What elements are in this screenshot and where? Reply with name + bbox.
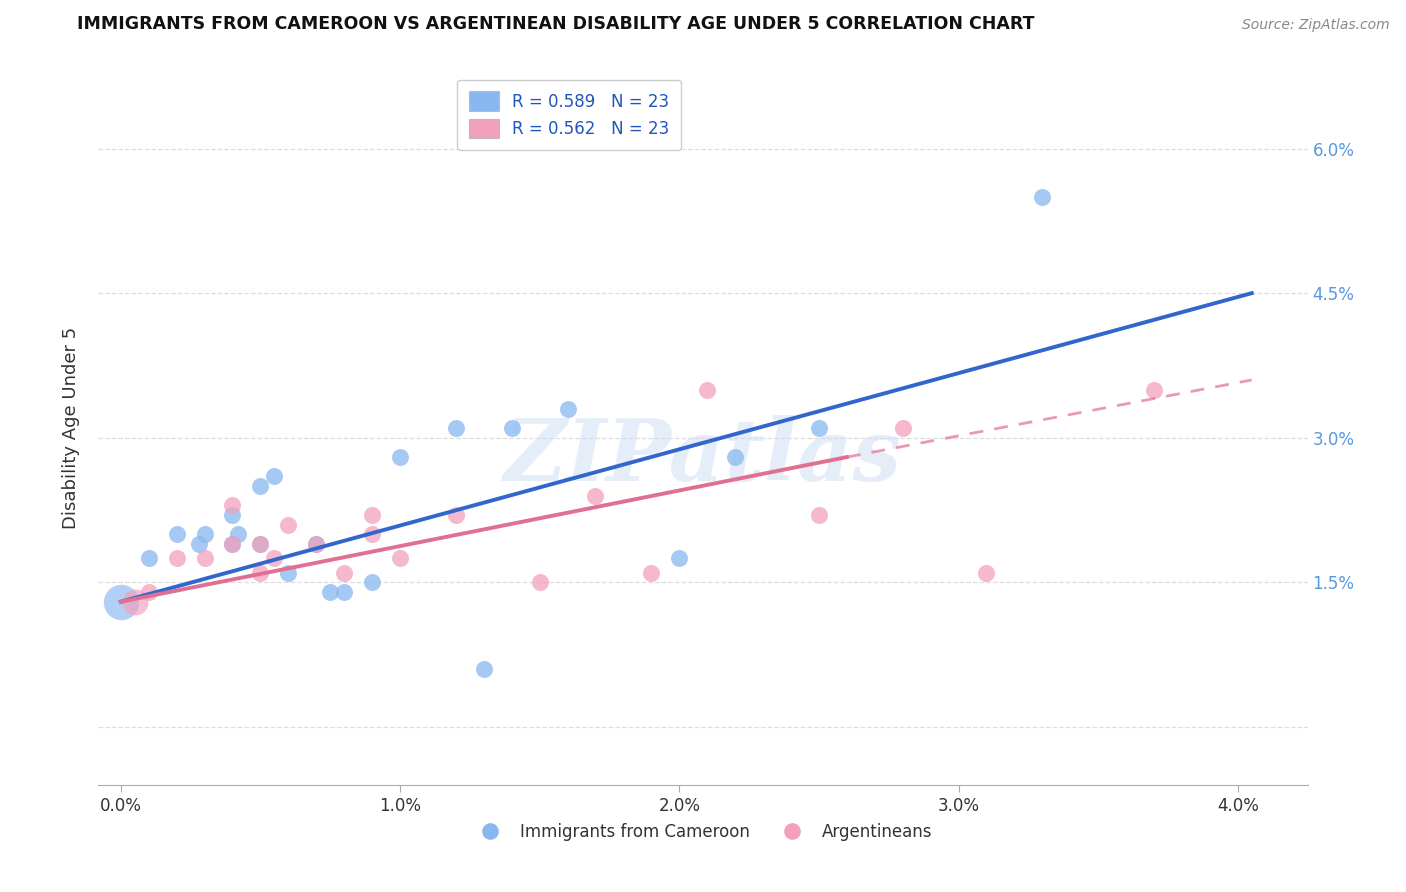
Point — [696, 383, 718, 397]
Point — [724, 450, 747, 464]
Text: IMMIGRANTS FROM CAMEROON VS ARGENTINEAN DISABILITY AGE UNDER 5 CORRELATION CHART: IMMIGRANTS FROM CAMEROON VS ARGENTINEAN … — [77, 15, 1035, 33]
Point — [361, 575, 384, 590]
Point — [221, 508, 243, 522]
Point — [249, 479, 271, 493]
Point — [389, 450, 412, 464]
Point — [221, 537, 243, 551]
Point — [557, 401, 579, 416]
Point — [668, 551, 690, 566]
Point — [221, 537, 243, 551]
Point — [501, 421, 523, 435]
Point — [444, 421, 467, 435]
Point — [389, 551, 412, 566]
Point — [249, 566, 271, 580]
Point — [263, 551, 285, 566]
Point — [193, 551, 215, 566]
Legend: Immigrants from Cameroon, Argentineans: Immigrants from Cameroon, Argentineans — [467, 817, 939, 848]
Point — [361, 508, 384, 522]
Point — [472, 662, 495, 676]
Point — [1031, 190, 1053, 204]
Point — [807, 508, 830, 522]
Point — [138, 585, 160, 599]
Point — [249, 537, 271, 551]
Point — [891, 421, 914, 435]
Point — [976, 566, 998, 580]
Point — [361, 527, 384, 541]
Point — [305, 537, 328, 551]
Point — [277, 566, 299, 580]
Point — [193, 527, 215, 541]
Point — [249, 537, 271, 551]
Point — [277, 517, 299, 532]
Point — [529, 575, 551, 590]
Point — [166, 527, 188, 541]
Point — [138, 551, 160, 566]
Point — [263, 469, 285, 483]
Point — [305, 537, 328, 551]
Point — [640, 566, 662, 580]
Point — [110, 595, 132, 609]
Y-axis label: Disability Age Under 5: Disability Age Under 5 — [62, 327, 80, 529]
Point — [585, 489, 607, 503]
Point — [124, 595, 146, 609]
Point — [221, 498, 243, 512]
Point — [319, 585, 342, 599]
Text: Source: ZipAtlas.com: Source: ZipAtlas.com — [1241, 19, 1389, 32]
Text: ZIPatlas: ZIPatlas — [503, 415, 903, 499]
Point — [188, 537, 211, 551]
Point — [333, 566, 356, 580]
Point — [807, 421, 830, 435]
Point — [444, 508, 467, 522]
Point — [1143, 383, 1166, 397]
Point — [166, 551, 188, 566]
Point — [226, 527, 249, 541]
Point — [333, 585, 356, 599]
